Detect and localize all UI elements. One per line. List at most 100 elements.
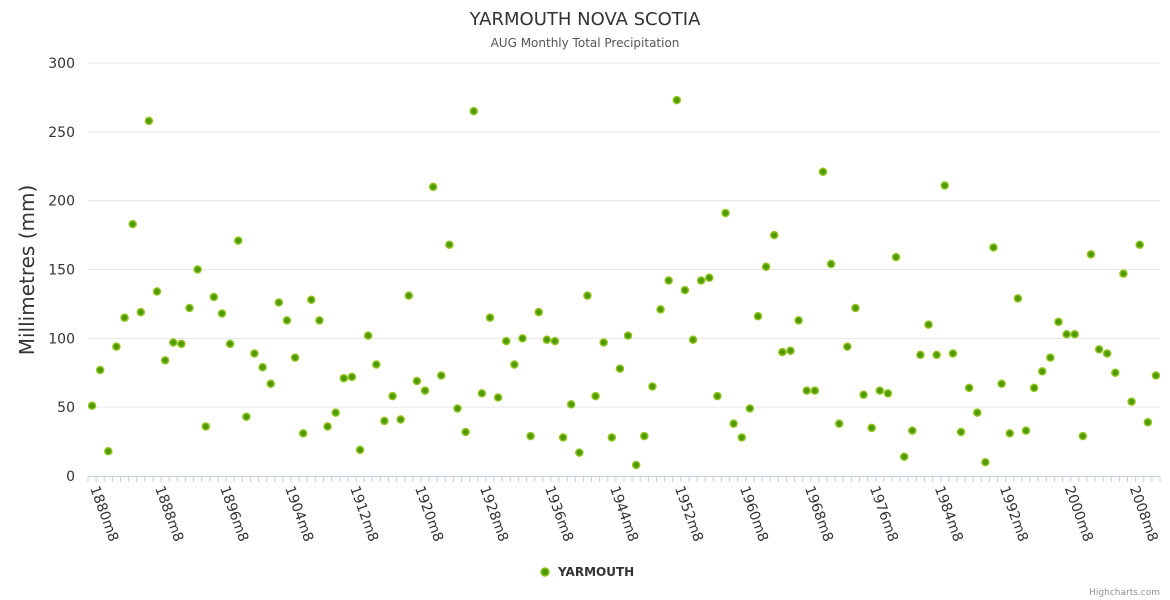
data-point[interactable]: [851, 303, 860, 313]
data-point[interactable]: [315, 316, 324, 325]
data-point[interactable]: [428, 182, 438, 192]
data-point[interactable]: [152, 287, 162, 296]
data-point[interactable]: [1094, 345, 1104, 354]
data-point[interactable]: [542, 335, 552, 344]
data-point[interactable]: [705, 273, 714, 283]
data-point[interactable]: [177, 339, 186, 349]
data-point[interactable]: [363, 331, 373, 340]
data-point[interactable]: [948, 349, 958, 358]
data-point[interactable]: [761, 262, 771, 271]
data-point[interactable]: [112, 342, 121, 351]
data-point[interactable]: [769, 230, 779, 240]
data-point[interactable]: [266, 379, 275, 389]
legend-item-yarmouth[interactable]: YARMOUTH: [540, 565, 634, 579]
data-point[interactable]: [404, 291, 414, 300]
data-point[interactable]: [87, 401, 97, 411]
data-point[interactable]: [786, 346, 795, 355]
data-point[interactable]: [656, 305, 665, 314]
data-point[interactable]: [745, 404, 755, 413]
data-point[interactable]: [1078, 431, 1088, 441]
data-point[interactable]: [875, 386, 885, 395]
credits-link[interactable]: Highcharts.com: [1089, 588, 1160, 598]
data-point[interactable]: [688, 335, 698, 344]
data-point[interactable]: [445, 240, 454, 249]
data-point[interactable]: [924, 320, 933, 329]
data-point[interactable]: [1086, 250, 1096, 259]
data-point[interactable]: [420, 386, 430, 395]
data-point[interactable]: [891, 252, 901, 262]
data-point[interactable]: [274, 298, 284, 307]
data-point[interactable]: [607, 433, 617, 442]
data-point[interactable]: [818, 167, 828, 177]
data-point[interactable]: [242, 412, 251, 422]
data-point[interactable]: [120, 313, 129, 322]
data-point[interactable]: [501, 336, 511, 346]
data-point[interactable]: [396, 415, 405, 424]
data-point[interactable]: [323, 422, 332, 431]
data-point[interactable]: [623, 331, 633, 340]
data-point[interactable]: [867, 423, 876, 433]
data-point[interactable]: [575, 448, 584, 457]
data-point[interactable]: [104, 446, 113, 456]
data-point[interactable]: [339, 374, 349, 383]
data-point[interactable]: [453, 404, 462, 413]
data-point[interactable]: [250, 349, 259, 358]
data-point[interactable]: [331, 408, 340, 417]
data-point[interactable]: [1005, 429, 1015, 438]
data-point[interactable]: [1102, 349, 1112, 358]
data-point[interactable]: [558, 433, 568, 442]
data-point[interactable]: [526, 431, 535, 441]
data-point[interactable]: [794, 316, 803, 325]
data-point[interactable]: [778, 347, 787, 357]
data-point[interactable]: [355, 445, 365, 455]
data-point[interactable]: [737, 433, 747, 442]
data-point[interactable]: [599, 338, 608, 347]
data-point[interactable]: [1111, 368, 1120, 377]
data-point[interactable]: [136, 307, 146, 317]
data-point[interactable]: [144, 116, 154, 126]
data-point[interactable]: [883, 389, 893, 398]
data-point[interactable]: [672, 95, 682, 105]
data-point[interactable]: [940, 181, 950, 190]
data-point[interactable]: [193, 265, 202, 274]
data-point[interactable]: [1119, 269, 1128, 278]
data-point[interactable]: [1037, 367, 1047, 376]
data-point[interactable]: [973, 408, 982, 417]
data-point[interactable]: [591, 391, 600, 401]
data-point[interactable]: [956, 427, 966, 437]
data-point[interactable]: [298, 429, 308, 438]
data-point[interactable]: [209, 292, 219, 302]
data-point[interactable]: [1029, 383, 1039, 393]
data-point[interactable]: [307, 295, 316, 305]
data-point[interactable]: [1070, 329, 1079, 339]
data-point[interactable]: [233, 236, 243, 245]
data-point[interactable]: [859, 390, 868, 400]
data-point[interactable]: [721, 208, 730, 218]
data-point[interactable]: [1135, 240, 1144, 249]
data-point[interactable]: [664, 276, 673, 285]
data-point[interactable]: [826, 259, 836, 269]
data-point[interactable]: [631, 460, 641, 470]
data-point[interactable]: [680, 285, 690, 295]
data-point[interactable]: [899, 452, 909, 461]
data-point[interactable]: [843, 342, 852, 351]
data-point[interactable]: [981, 457, 990, 467]
data-point[interactable]: [185, 303, 194, 313]
data-point[interactable]: [380, 416, 389, 426]
data-point[interactable]: [258, 362, 267, 372]
data-point[interactable]: [729, 419, 738, 428]
data-point[interactable]: [282, 316, 292, 325]
data-point[interactable]: [932, 350, 941, 360]
data-point[interactable]: [461, 427, 470, 437]
data-point[interactable]: [550, 336, 560, 346]
data-point[interactable]: [534, 307, 543, 317]
data-point[interactable]: [493, 393, 503, 402]
data-point[interactable]: [510, 360, 519, 369]
data-point[interactable]: [696, 276, 706, 285]
data-point[interactable]: [648, 382, 657, 391]
data-point[interactable]: [290, 353, 300, 362]
data-point[interactable]: [160, 356, 170, 365]
data-point[interactable]: [713, 391, 722, 401]
data-point[interactable]: [217, 309, 227, 318]
data-point[interactable]: [916, 350, 925, 360]
